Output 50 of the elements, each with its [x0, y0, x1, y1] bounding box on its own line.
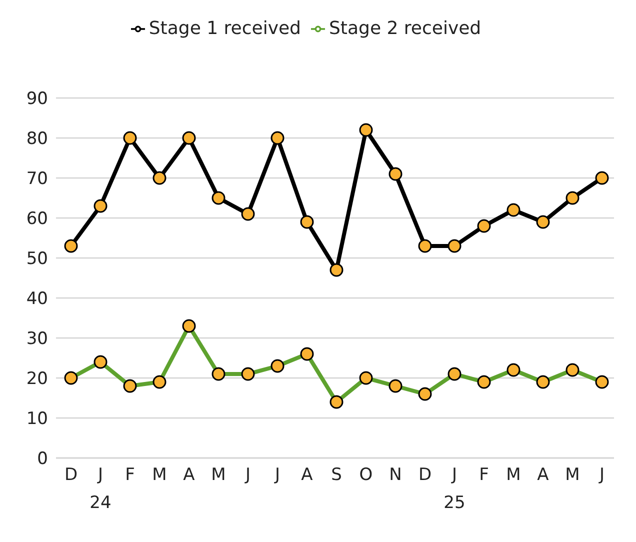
x-tick-label: D	[418, 465, 432, 485]
x-tick-label: N	[389, 465, 402, 485]
x-tick-label: A	[537, 465, 550, 485]
legend-label: Stage 2 received	[329, 18, 482, 39]
point	[123, 131, 137, 145]
y-tick-label: 80	[26, 129, 48, 150]
x-tick-label: M	[506, 465, 521, 485]
point	[536, 215, 550, 229]
x-tick-label: O	[359, 465, 373, 485]
point	[595, 171, 609, 185]
y-tick-label: 70	[26, 169, 48, 190]
x-tick-label: M	[211, 465, 226, 485]
point	[418, 239, 432, 253]
x-tick-label: A	[301, 465, 314, 485]
point	[241, 207, 255, 221]
point	[359, 123, 373, 137]
y-tick-label: 90	[26, 89, 48, 110]
x-tick-label: J	[598, 465, 605, 485]
x-tick-label: J 25	[444, 465, 466, 513]
x-tick-label: A	[183, 465, 196, 485]
point	[477, 219, 491, 233]
x-tick-label: J	[244, 465, 251, 485]
y-tick-label: 50	[26, 249, 48, 270]
y-tick-label: 30	[26, 329, 48, 350]
y-tick-label: 10	[26, 409, 48, 430]
x-tick-label: S	[331, 465, 342, 485]
legend-label: Stage 1 received	[148, 18, 301, 39]
x-tick-label: J	[274, 465, 280, 485]
point	[152, 171, 166, 185]
point	[300, 215, 314, 229]
point	[94, 199, 108, 213]
point	[388, 167, 402, 181]
x-tick-label: D	[64, 465, 78, 485]
point	[566, 191, 580, 205]
point	[506, 203, 520, 217]
x-tick-label: M	[565, 465, 580, 485]
point	[182, 131, 196, 145]
point	[448, 239, 462, 253]
point	[212, 191, 226, 205]
y-tick-label: 20	[26, 369, 48, 390]
y-tick-label: 0	[37, 449, 48, 470]
x-tick-label: M	[152, 465, 167, 485]
x-tick-label: F	[125, 465, 135, 485]
x-tick-label: F	[479, 465, 489, 485]
y-tick-label: 60	[26, 209, 48, 230]
point	[270, 131, 284, 145]
y-tick-label: 40	[26, 289, 48, 310]
point	[64, 239, 78, 253]
point	[330, 263, 344, 277]
x-tick-label: J 24	[90, 465, 112, 513]
